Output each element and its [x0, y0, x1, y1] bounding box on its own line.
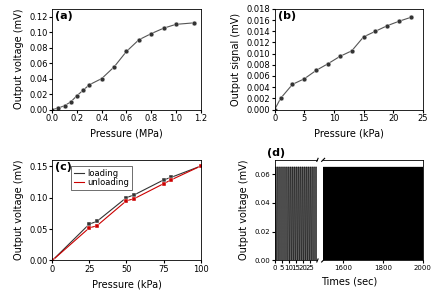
Text: Times (sec): Times (sec) [320, 277, 377, 287]
Text: (a): (a) [55, 11, 73, 21]
unloading [168, 178, 174, 182]
unloading [87, 226, 92, 230]
Y-axis label: Output voltage (mV): Output voltage (mV) [239, 160, 249, 260]
Legend: loading, unloading: loading, unloading [72, 166, 132, 190]
Line: loading: loading [52, 166, 201, 260]
Text: (c): (c) [55, 162, 72, 172]
Line: unloading: unloading [52, 166, 201, 260]
Text: (d): (d) [267, 148, 285, 158]
unloading [161, 182, 166, 186]
Y-axis label: Output signal (mV): Output signal (mV) [231, 13, 241, 106]
loading [198, 164, 203, 168]
unloading [131, 197, 136, 201]
loading [87, 222, 92, 226]
loading [94, 220, 99, 223]
unloading [94, 224, 99, 228]
X-axis label: Pressure (kPa): Pressure (kPa) [314, 128, 384, 138]
X-axis label: Pressure (kPa): Pressure (kPa) [92, 279, 161, 289]
loading [50, 259, 55, 262]
X-axis label: Pressure (MPa): Pressure (MPa) [90, 128, 163, 138]
loading [131, 193, 136, 197]
loading [124, 196, 129, 200]
unloading [198, 164, 203, 168]
unloading [50, 259, 55, 262]
loading [168, 176, 174, 179]
Y-axis label: Output voltage (mV): Output voltage (mV) [14, 9, 24, 110]
Y-axis label: Output voltage (mV): Output voltage (mV) [14, 160, 24, 260]
loading [161, 178, 166, 182]
Text: (b): (b) [278, 11, 296, 21]
unloading [124, 199, 129, 202]
